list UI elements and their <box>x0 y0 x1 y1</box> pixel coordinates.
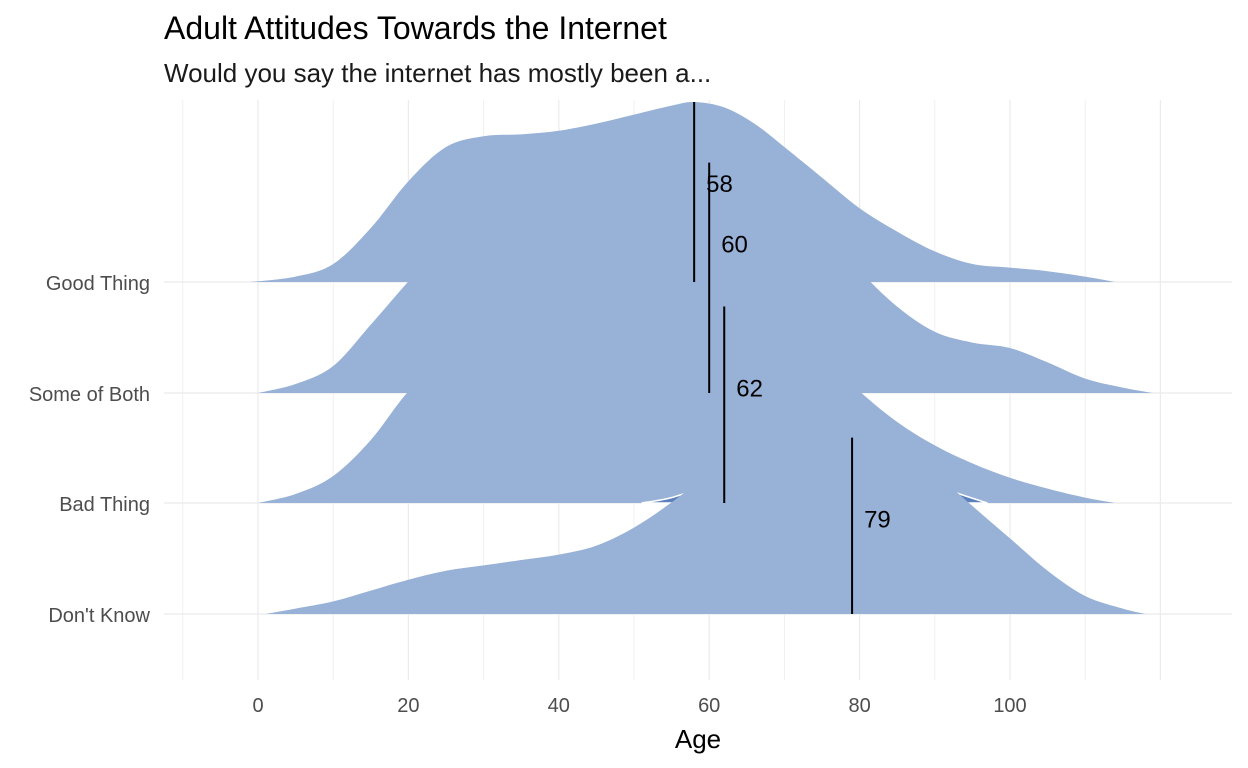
y-category-label: Bad Thing <box>59 494 150 516</box>
density-ridge-outer <box>265 436 1146 614</box>
axis-layer: Age 0 20 40 60 80 100 Good Thing Some of Both Ba… <box>29 273 1027 754</box>
median-label: 58 <box>706 171 733 198</box>
chart-subtitle: Would you say the internet has mostly be… <box>164 58 712 88</box>
x-tick-label: 60 <box>698 695 720 717</box>
chart-title: Adult Attitudes Towards the Internet <box>164 10 667 46</box>
ridge-layer: 58 60 62 79 <box>250 101 1153 614</box>
x-tick-label: 40 <box>548 695 570 717</box>
x-axis-title: Age <box>675 724 721 754</box>
density-ridge-outer <box>258 162 1153 393</box>
x-tick-label: 100 <box>993 695 1026 717</box>
median-label: 62 <box>736 375 763 402</box>
x-tick-label: 80 <box>848 695 870 717</box>
y-category-label: Good Thing <box>46 273 150 295</box>
median-label: 60 <box>721 232 748 259</box>
y-category-label: Some of Both <box>29 384 150 406</box>
median-label: 79 <box>864 507 891 534</box>
x-tick-label: 0 <box>252 695 263 717</box>
y-category-label: Don't Know <box>48 605 150 627</box>
x-tick-label: 20 <box>397 695 419 717</box>
